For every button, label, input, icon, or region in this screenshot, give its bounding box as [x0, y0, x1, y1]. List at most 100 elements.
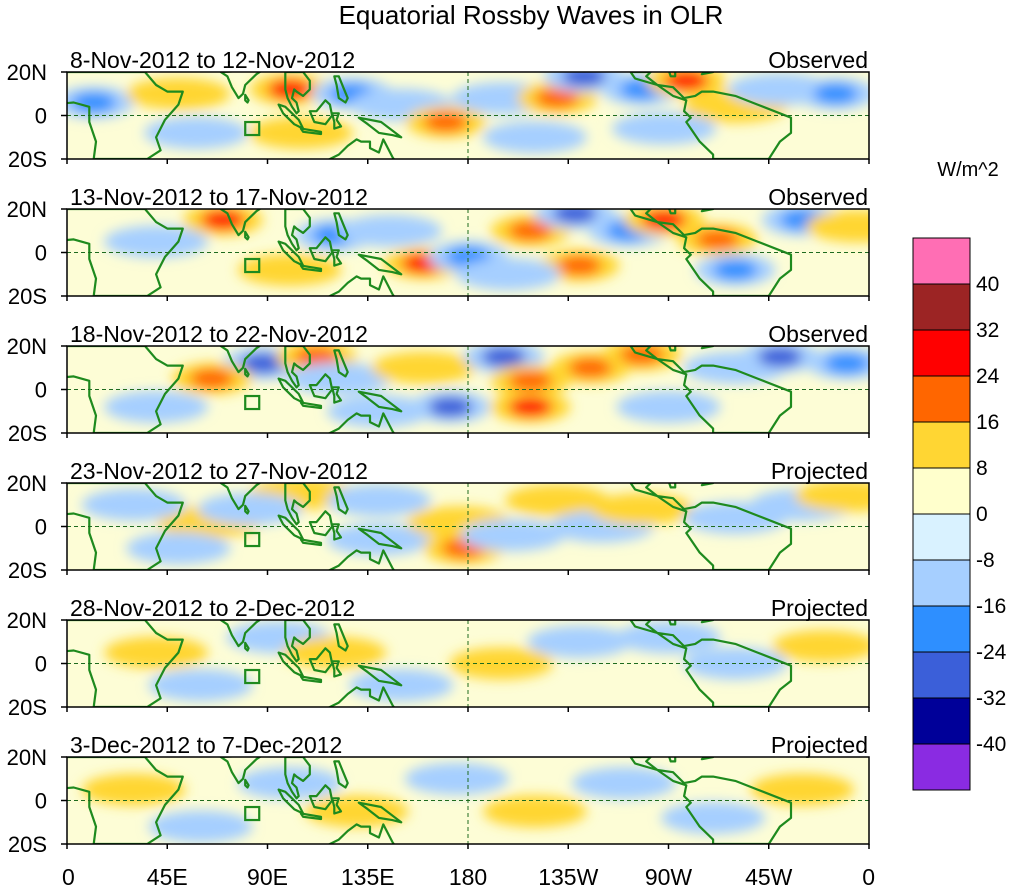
- coastline: [67, 346, 184, 433]
- panel-field: [67, 620, 869, 707]
- colorbar-swatch: [912, 329, 971, 377]
- y-tick-label: 20S: [8, 284, 47, 309]
- colorbar-swatch: [912, 375, 971, 423]
- coastline: [244, 367, 250, 378]
- coastlines: [67, 209, 793, 296]
- coastline: [331, 249, 343, 267]
- coastline: [67, 757, 184, 844]
- anomaly-cell: [144, 83, 213, 104]
- colorbar-level-label: -24: [976, 641, 1007, 664]
- anomaly-cell: [200, 209, 245, 230]
- colorbar-swatch: [912, 697, 971, 745]
- anomaly-cell: [162, 122, 231, 143]
- anomaly-cell: [144, 538, 213, 559]
- anomaly-cell: [255, 259, 324, 280]
- coastline: [357, 527, 403, 550]
- anomaly-cell: [215, 499, 284, 520]
- coastline: [629, 620, 793, 707]
- panel-status: Observed: [768, 184, 868, 210]
- anomaly-cell: [344, 401, 413, 422]
- y-tick-label: 0: [35, 241, 47, 266]
- coastline: [244, 93, 250, 104]
- colorbar-level-label: -8: [976, 549, 995, 572]
- coastline: [333, 486, 349, 515]
- panel-period: 18-Nov-2012 to 22-Nov-2012: [70, 321, 368, 347]
- coastline: [299, 675, 323, 684]
- coastline: [308, 236, 334, 263]
- coastline: [308, 99, 334, 126]
- anomaly-cell: [344, 490, 413, 511]
- anomaly-cell: [695, 229, 740, 250]
- coastline: [327, 549, 396, 570]
- anomaly-cell: [634, 396, 703, 417]
- anomaly-cell: [428, 396, 473, 417]
- coastline: [629, 72, 793, 159]
- anomaly-cell: [561, 72, 606, 87]
- coastline: [700, 209, 715, 213]
- coastline: [668, 483, 677, 489]
- colorbar-swatch: [912, 513, 971, 561]
- coastline: [700, 620, 715, 624]
- panel-field: [67, 757, 869, 844]
- coastline: [299, 401, 323, 410]
- coastline: [357, 390, 403, 413]
- coastline: [357, 664, 403, 687]
- anomaly-cell: [304, 368, 373, 389]
- y-tick-label: 20N: [7, 471, 47, 496]
- reference-box: [244, 668, 261, 685]
- coastline: [299, 127, 323, 136]
- panel-status: Projected: [771, 458, 868, 484]
- panel-4: 20N 0 20S 23-Nov-2012 to 27-Nov-2012 Project…: [7, 458, 870, 583]
- coastline: [299, 812, 323, 821]
- anomaly-cell: [166, 816, 235, 837]
- x-tick-label: 45E: [147, 864, 188, 890]
- coastlines: [67, 346, 793, 433]
- panel-1: 20N 0 20S 8-Nov-2012 to 12-Nov-2012 Observed: [7, 47, 870, 172]
- colorbar-swatch: [912, 283, 971, 331]
- anomaly-cell: [790, 636, 859, 657]
- y-tick-label: 20N: [7, 608, 47, 633]
- anomaly-cell: [630, 118, 699, 139]
- colorbar-swatch: [912, 467, 971, 515]
- coastline: [331, 660, 343, 678]
- anomaly-cell: [122, 396, 191, 417]
- chart-title: Equatorial Rossby Waves in OLR: [339, 0, 724, 30]
- coastlines: [67, 620, 793, 707]
- coastline: [668, 757, 677, 763]
- colorbar-level-label: -40: [976, 733, 1006, 756]
- coastline: [700, 757, 715, 761]
- panel-6: 20N 0 20S 3-Dec-2012 to 7-Dec-2012 Projected: [7, 732, 870, 857]
- anomaly-cell: [367, 94, 436, 115]
- colorbar-level-label: 8: [976, 457, 988, 480]
- coastline: [333, 349, 349, 378]
- anomaly-cell: [757, 346, 802, 367]
- panel-period: 28-Nov-2012 to 2-Dec-2012: [70, 595, 355, 621]
- coastline: [219, 620, 262, 648]
- coastline: [333, 760, 349, 789]
- coastline: [700, 346, 715, 350]
- coastline: [333, 212, 349, 241]
- anomaly-cell: [481, 346, 526, 367]
- colorbar-swatch: [912, 743, 971, 791]
- coastline: [67, 483, 184, 570]
- colorbar-swatch: [912, 559, 971, 607]
- reference-box: [244, 120, 261, 137]
- coastline: [357, 801, 403, 824]
- y-tick-label: 20S: [8, 147, 47, 172]
- colorbar-level-label: 24: [976, 365, 1000, 388]
- panel-status: Observed: [768, 47, 868, 73]
- anomaly-cell: [535, 88, 580, 109]
- anomaly-cell: [545, 631, 614, 652]
- y-tick-label: 20N: [7, 745, 47, 770]
- panel-period: 13-Nov-2012 to 17-Nov-2012: [70, 184, 368, 210]
- y-tick-label: 20S: [8, 558, 47, 583]
- anomaly-cell: [474, 264, 543, 285]
- coastline: [668, 72, 677, 78]
- x-tick-label: 0: [862, 864, 875, 890]
- anomaly-cell: [768, 779, 837, 800]
- panel-field: [67, 346, 869, 433]
- anomaly-cell: [356, 220, 425, 241]
- panel-status: Observed: [768, 321, 868, 347]
- coastline: [284, 346, 311, 389]
